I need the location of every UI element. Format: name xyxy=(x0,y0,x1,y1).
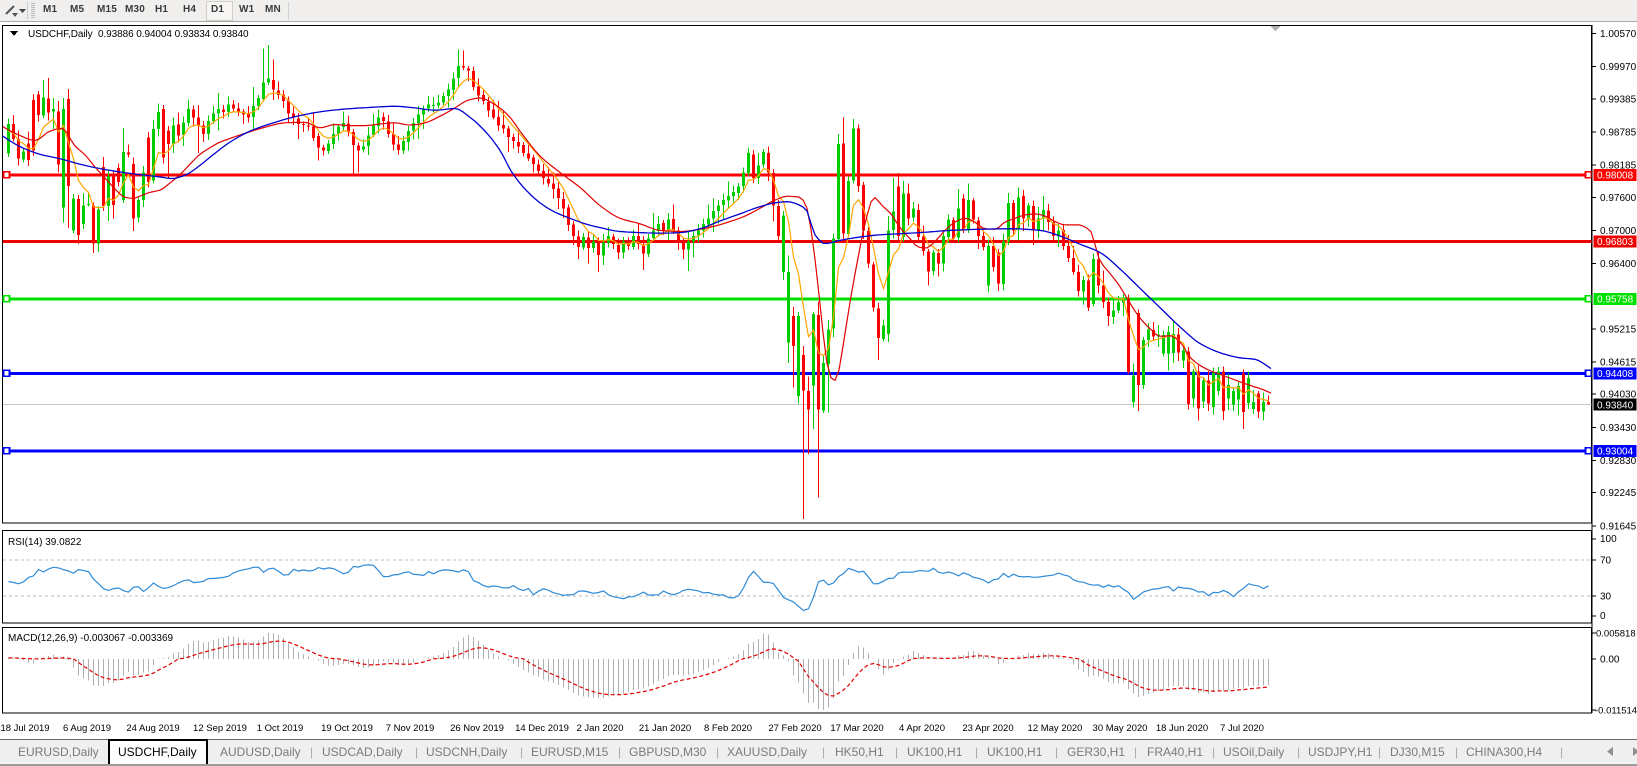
svg-text:0.97600: 0.97600 xyxy=(1600,193,1637,204)
svg-text:0.00: 0.00 xyxy=(1600,654,1620,665)
svg-text:24 Aug 2019: 24 Aug 2019 xyxy=(126,723,179,734)
svg-text:26 Nov 2019: 26 Nov 2019 xyxy=(450,723,504,734)
svg-text:0.91645: 0.91645 xyxy=(1600,521,1637,532)
svg-text:0.93840: 0.93840 xyxy=(1597,400,1634,411)
svg-text:7 Jul 2020: 7 Jul 2020 xyxy=(1220,723,1264,734)
svg-text:0.94030: 0.94030 xyxy=(1600,390,1637,401)
svg-text:0.93430: 0.93430 xyxy=(1600,423,1637,434)
svg-text:0.94615: 0.94615 xyxy=(1600,357,1637,368)
svg-text:14 Dec 2019: 14 Dec 2019 xyxy=(515,723,569,734)
svg-text:27 Feb 2020: 27 Feb 2020 xyxy=(768,723,821,734)
svg-text:0.99385: 0.99385 xyxy=(1600,94,1637,105)
svg-text:7 Nov 2019: 7 Nov 2019 xyxy=(386,723,435,734)
svg-text:0.96400: 0.96400 xyxy=(1600,259,1637,270)
svg-text:1.00570: 1.00570 xyxy=(1600,29,1637,40)
svg-text:19 Oct 2019: 19 Oct 2019 xyxy=(321,723,373,734)
svg-text:4 Apr 2020: 4 Apr 2020 xyxy=(899,723,945,734)
svg-text:1 Oct 2019: 1 Oct 2019 xyxy=(257,723,303,734)
svg-text:18 Jul 2019: 18 Jul 2019 xyxy=(0,723,49,734)
svg-text:30: 30 xyxy=(1600,592,1612,603)
svg-text:0.92830: 0.92830 xyxy=(1600,456,1637,467)
svg-text:USDCHF,Daily 0.93886 0.94004: USDCHF,Daily 0.93886 0.94004 0.93834 0.9… xyxy=(28,29,249,40)
svg-text:0.98785: 0.98785 xyxy=(1600,127,1637,138)
svg-text:100: 100 xyxy=(1600,534,1617,545)
svg-text:2 Jan 2020: 2 Jan 2020 xyxy=(576,723,623,734)
svg-text:21 Jan 2020: 21 Jan 2020 xyxy=(639,723,691,734)
svg-text:30 May 2020: 30 May 2020 xyxy=(1093,723,1148,734)
svg-text:70: 70 xyxy=(1600,556,1612,567)
svg-text:0.97000: 0.97000 xyxy=(1600,226,1637,237)
svg-text:0.98185: 0.98185 xyxy=(1600,161,1637,172)
svg-text:0: 0 xyxy=(1600,611,1606,622)
svg-text:0.95215: 0.95215 xyxy=(1600,324,1637,335)
svg-text:0.98008: 0.98008 xyxy=(1597,171,1634,182)
svg-text:0.005818: 0.005818 xyxy=(1596,629,1636,640)
svg-text:0.99970: 0.99970 xyxy=(1600,62,1637,73)
svg-text:0.95758: 0.95758 xyxy=(1597,295,1634,306)
svg-text:0.93004: 0.93004 xyxy=(1597,447,1634,458)
svg-text:8 Feb 2020: 8 Feb 2020 xyxy=(704,723,752,734)
svg-text:0.94408: 0.94408 xyxy=(1597,369,1634,380)
svg-text:MACD(12,26,9) -0.003067 -0.003: MACD(12,26,9) -0.003067 -0.003369 xyxy=(8,633,174,644)
svg-text:0.96803: 0.96803 xyxy=(1597,237,1634,248)
svg-text:RSI(14) 39.0822: RSI(14) 39.0822 xyxy=(8,537,82,548)
svg-text:17 Mar 2020: 17 Mar 2020 xyxy=(830,723,883,734)
svg-text:-0.011514: -0.011514 xyxy=(1595,706,1637,717)
svg-text:6 Aug 2019: 6 Aug 2019 xyxy=(63,723,111,734)
svg-text:0.92245: 0.92245 xyxy=(1600,488,1637,499)
svg-text:12 May 2020: 12 May 2020 xyxy=(1028,723,1083,734)
svg-text:18 Jun 2020: 18 Jun 2020 xyxy=(1156,723,1208,734)
svg-text:23 Apr 2020: 23 Apr 2020 xyxy=(962,723,1013,734)
svg-text:12 Sep 2019: 12 Sep 2019 xyxy=(193,723,247,734)
